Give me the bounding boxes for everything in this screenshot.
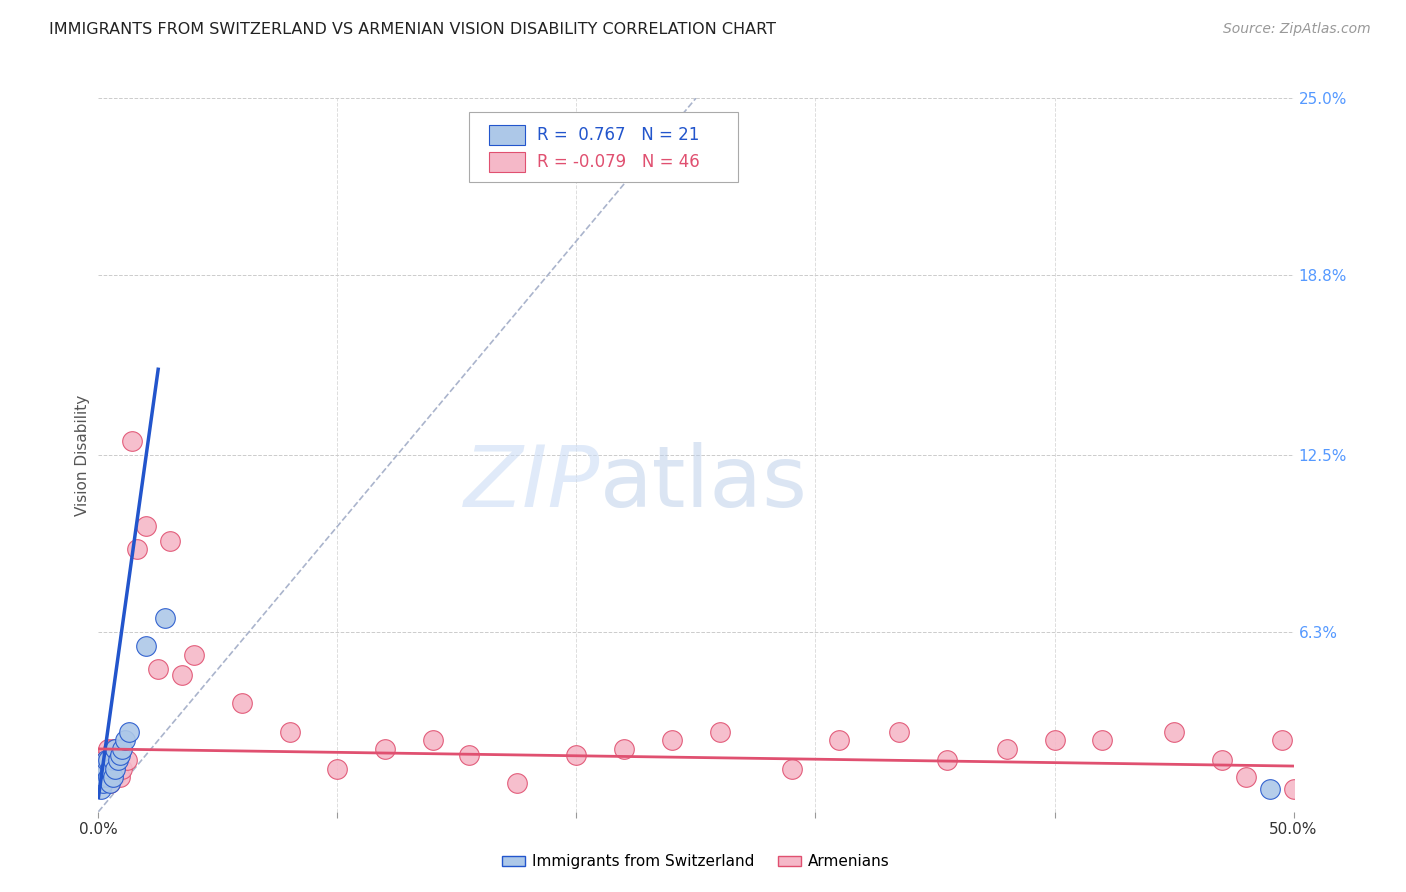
Point	[231, 696, 253, 710]
Point	[98, 753, 122, 767]
Point	[374, 742, 396, 756]
Legend: Immigrants from Switzerland, Armenians: Immigrants from Switzerland, Armenians	[496, 848, 896, 875]
Point	[94, 762, 117, 776]
FancyBboxPatch shape	[489, 125, 524, 145]
Point	[108, 771, 131, 785]
Point	[94, 771, 117, 785]
Point	[565, 747, 588, 762]
Point	[780, 762, 803, 776]
Point	[121, 434, 143, 448]
Point	[661, 733, 683, 747]
Point	[97, 771, 120, 785]
Point	[889, 724, 911, 739]
Point	[1234, 771, 1257, 785]
Point	[148, 662, 170, 676]
Point	[709, 724, 731, 739]
Point	[108, 747, 131, 762]
Point	[1282, 781, 1305, 796]
Point	[107, 753, 129, 767]
Point	[326, 762, 349, 776]
Text: atlas: atlas	[600, 442, 808, 525]
Point	[91, 771, 114, 785]
Point	[104, 762, 127, 776]
Point	[135, 519, 157, 533]
Point	[97, 753, 120, 767]
Point	[98, 776, 122, 790]
Point	[1258, 781, 1281, 796]
Point	[111, 742, 134, 756]
Point	[101, 742, 124, 756]
Point	[1163, 724, 1185, 739]
FancyBboxPatch shape	[489, 152, 524, 171]
Point	[278, 724, 301, 739]
Point	[118, 724, 141, 739]
Point	[101, 771, 124, 785]
Point	[91, 753, 114, 767]
Point	[936, 753, 959, 767]
Point	[101, 753, 124, 767]
Point	[125, 542, 148, 557]
Point	[422, 733, 444, 747]
Point	[1211, 753, 1233, 767]
Point	[828, 733, 851, 747]
Y-axis label: Vision Disability: Vision Disability	[75, 394, 90, 516]
Point	[91, 776, 114, 790]
Text: R =  0.767   N = 21: R = 0.767 N = 21	[537, 126, 699, 144]
Point	[613, 742, 636, 756]
Text: IMMIGRANTS FROM SWITZERLAND VS ARMENIAN VISION DISABILITY CORRELATION CHART: IMMIGRANTS FROM SWITZERLAND VS ARMENIAN …	[49, 22, 776, 37]
Point	[91, 771, 114, 785]
Point	[104, 742, 127, 756]
Point	[1271, 733, 1294, 747]
Point	[107, 753, 129, 767]
Point	[155, 610, 177, 624]
Point	[135, 639, 157, 653]
Point	[1043, 733, 1066, 747]
Point	[90, 781, 112, 796]
Point	[506, 776, 529, 790]
FancyBboxPatch shape	[470, 112, 738, 182]
Point	[101, 771, 124, 785]
Point	[183, 648, 205, 662]
Point	[98, 762, 122, 776]
Point	[172, 667, 194, 681]
Point	[104, 762, 127, 776]
Point	[94, 753, 117, 767]
Point	[1091, 733, 1114, 747]
Point	[114, 733, 136, 747]
Point	[115, 753, 138, 767]
Text: Source: ZipAtlas.com: Source: ZipAtlas.com	[1223, 22, 1371, 37]
Point	[94, 753, 117, 767]
Point	[159, 533, 181, 548]
Point	[111, 762, 134, 776]
Point	[90, 762, 112, 776]
Point	[97, 742, 120, 756]
Point	[458, 747, 481, 762]
Point	[995, 742, 1018, 756]
Text: R = -0.079   N = 46: R = -0.079 N = 46	[537, 153, 700, 170]
Point	[98, 776, 122, 790]
Text: ZIP: ZIP	[464, 442, 600, 525]
Point	[97, 762, 120, 776]
